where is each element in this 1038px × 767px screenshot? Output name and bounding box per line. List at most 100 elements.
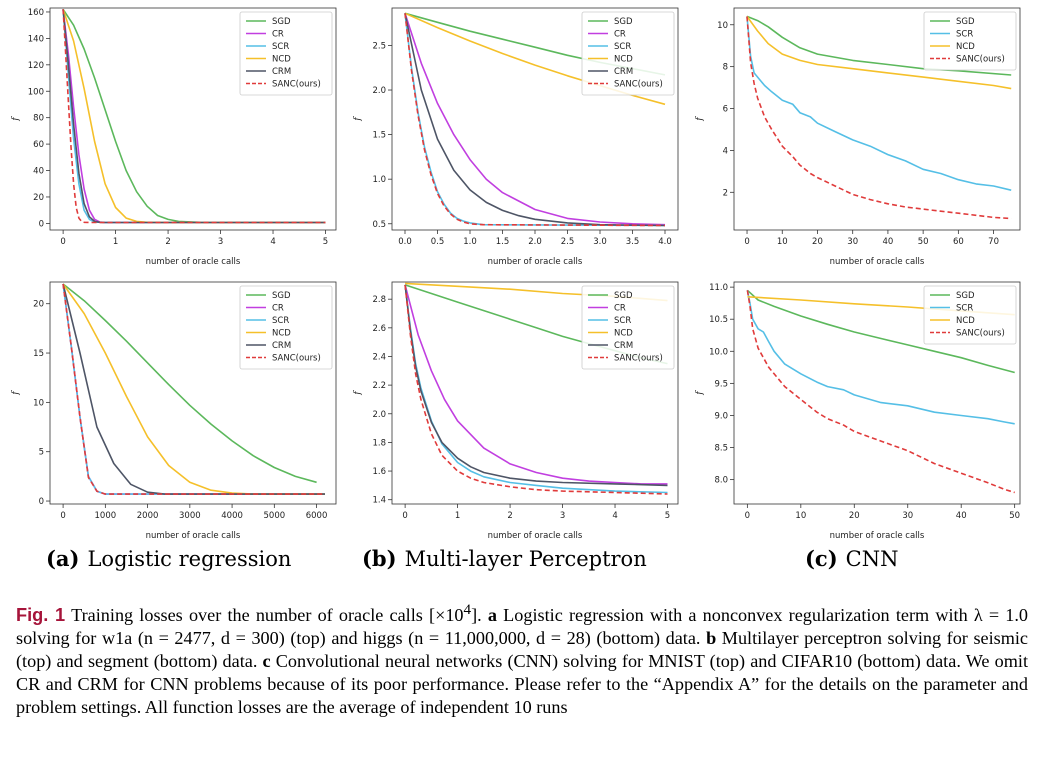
x-tick-label: 30 [902, 511, 913, 521]
y-tick-label: 120 [28, 61, 44, 71]
legend-label-ncd: NCD [956, 316, 975, 326]
y-tick-label: 15 [33, 349, 44, 359]
y-tick-label: 1.6 [372, 467, 386, 477]
legend-label-crm: CRM [614, 341, 633, 351]
chart-c-bottom: 0 10 20 30 40 50 8.0 8.5 9.0 9.5 10.0 10.5 11.0 numbe… [695, 281, 1021, 541]
plot-frame [391, 281, 679, 505]
y-axis-label: f [11, 390, 21, 396]
x-tick-label: 50 [918, 237, 929, 247]
x-axis-label: number of oracle calls [488, 257, 583, 267]
y-tick-label: 60 [33, 140, 44, 150]
series-line-ncd [746, 15, 1012, 90]
legend-box [923, 285, 1017, 345]
legend-label-sgd: SGD [956, 291, 975, 301]
x-tick-label: 5 [665, 511, 670, 521]
caption-a-text: Logistic regression with a nonconvex reg… [16, 605, 1029, 649]
legend-label-ncd: NCD [614, 329, 633, 339]
x-tick-label: 0 [745, 511, 750, 521]
x-tick-label: 60 [953, 237, 964, 247]
series-line-sanc-ours [62, 283, 325, 495]
series-line-sgd [62, 283, 317, 484]
y-axis-label: f [695, 390, 705, 396]
y-tick-label: 20 [33, 300, 44, 310]
y-tick-label: 2 [723, 188, 728, 198]
x-tick-label: 1 [455, 511, 460, 521]
y-tick-label: 0 [39, 497, 44, 507]
legend-label-sgd: SGD [614, 291, 633, 301]
x-tick-label: 2 [507, 511, 512, 521]
legend-label-crm: CRM [272, 67, 291, 77]
legend-label-crm: CRM [272, 341, 291, 351]
legend-label-sgd: SGD [272, 17, 291, 27]
series-line-scr [746, 16, 1012, 191]
y-tick-label: 160 [28, 8, 44, 18]
legend-label-sgd: SGD [272, 291, 291, 301]
subcaption-c: (c) CNN [805, 546, 899, 571]
y-tick-label: 10 [33, 398, 44, 408]
x-tick-label: 10 [795, 511, 806, 521]
x-tick-label: 4 [612, 511, 617, 521]
x-tick-label: 2000 [137, 511, 159, 521]
x-tick-label: 0 [402, 511, 407, 521]
caption-c: c [262, 651, 271, 672]
y-tick-label: 10.5 [709, 315, 728, 325]
legend-label-scr: SCR [614, 42, 631, 52]
y-tick-label: 2.5 [372, 41, 386, 51]
y-axis-label: f [695, 116, 705, 122]
chart-a-top: 0 1 2 3 4 5 0 20 40 60 80 100 120 140 160 number of ora… [11, 7, 337, 267]
legend-label-scr: SCR [956, 304, 973, 314]
x-tick-label: 3.5 [626, 237, 640, 247]
y-axis-label: f [11, 116, 21, 122]
caption-part1: Training losses over the number of oracl… [71, 605, 464, 626]
y-tick-label: 9.0 [714, 411, 728, 421]
x-axis-label: number of oracle calls [488, 531, 583, 541]
y-tick-label: 1.4 [372, 496, 386, 506]
series-line-sgd [746, 289, 1015, 374]
x-tick-label: 20 [812, 237, 823, 247]
x-tick-label: 3.0 [593, 237, 607, 247]
subcaption-a: (a) Logistic regression [46, 546, 291, 571]
x-tick-label: 0.5 [431, 237, 445, 247]
caption-c-text: Convolutional neural networks (CNN) solv… [16, 651, 1028, 718]
plot-frame [49, 7, 337, 231]
legend-label-sanc-ours: SANC(ours) [272, 80, 321, 90]
legend-label-scr: SCR [272, 42, 289, 52]
series-line-sanc-ours [746, 290, 1015, 494]
x-tick-label: 70 [988, 237, 999, 247]
chart-b-top: 0.0 0.5 1.0 1.5 2.0 2.5 3.0 3.5 4.0 0.5 1.0 1.5 2.0 2… [353, 7, 679, 267]
x-axis-label: number of oracle calls [830, 257, 925, 267]
y-tick-label: 11.0 [709, 283, 728, 293]
y-tick-label: 0 [39, 219, 44, 229]
y-tick-label: 8 [723, 63, 728, 73]
x-tick-label: 2.5 [561, 237, 575, 247]
legend-label-sanc-ours: SANC(ours) [272, 354, 321, 364]
subcaption-b-text: Multi-layer Perceptron [404, 547, 647, 571]
y-tick-label: 0.5 [372, 220, 386, 230]
x-tick-label: 40 [883, 237, 894, 247]
y-tick-label: 40 [33, 167, 44, 177]
series-line-cr [404, 13, 666, 226]
series-line-scr [746, 290, 1015, 425]
x-tick-label: 1.0 [463, 237, 477, 247]
y-tick-label: 4 [723, 146, 728, 156]
y-tick-label: 140 [28, 34, 44, 44]
caption-b-text: Multilayer perceptron solving for seismi… [16, 628, 1028, 672]
legend-label-sanc-ours: SANC(ours) [614, 354, 663, 364]
y-tick-label: 1.8 [372, 438, 386, 448]
y-tick-label: 6 [723, 105, 728, 115]
caption-sup: 4 [463, 601, 472, 618]
legend-label-cr: CR [272, 304, 284, 314]
series-line-crm [404, 284, 668, 487]
y-tick-label: 2.2 [372, 381, 386, 391]
legend-label-scr: SCR [614, 316, 631, 326]
y-tick-label: 10 [717, 21, 728, 31]
x-tick-label: 3000 [179, 511, 201, 521]
legend-label-sanc-ours: SANC(ours) [956, 329, 1005, 339]
legend-label-crm: CRM [614, 67, 633, 77]
x-tick-label: 1000 [95, 511, 117, 521]
legend-label-sanc-ours: SANC(ours) [956, 55, 1005, 65]
x-tick-label: 3 [218, 237, 223, 247]
caption-part2: ]. [471, 605, 488, 626]
x-axis-label: number of oracle calls [830, 531, 925, 541]
